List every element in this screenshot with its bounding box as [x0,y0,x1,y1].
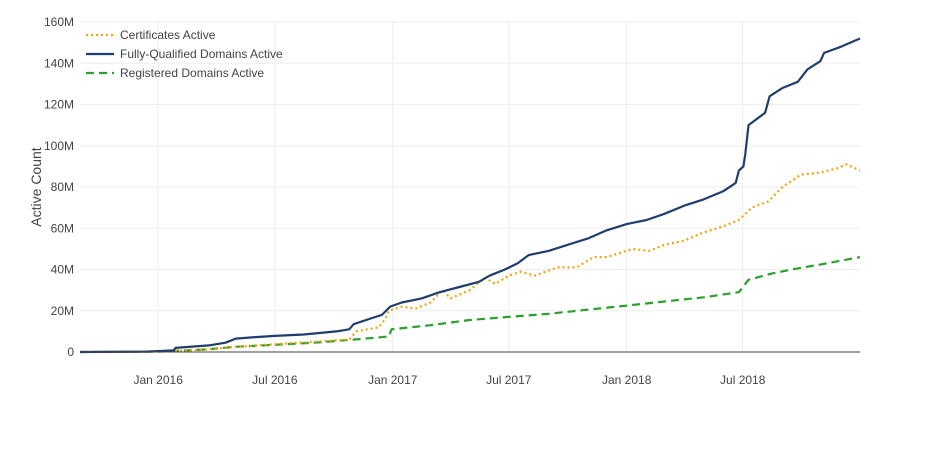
y-tick-label: 20M [51,304,74,318]
y-axis-ticks: 0 20M 40M 60M 80M 100M 120M 140M 160M [44,15,74,359]
legend: Certificates Active Fully-Qualified Domai… [86,28,283,80]
x-tick-label: Jul 2016 [252,373,298,387]
legend-label: Registered Domains Active [120,66,264,80]
x-tick-label: Jan 2016 [133,373,183,387]
y-tick-label: 60M [51,221,74,235]
legend-label: Certificates Active [120,28,216,42]
series-line-1 [79,37,861,354]
x-tick-label: Jan 2018 [602,373,652,387]
legend-label: Fully-Qualified Domains Active [120,47,283,61]
y-tick-label: 80M [51,180,74,194]
y-tick-label: 0 [67,345,74,359]
x-tick-label: Jan 2017 [368,373,418,387]
y-tick-label: 120M [44,98,74,112]
x-tick-label: Jul 2018 [720,373,766,387]
y-tick-label: 40M [51,263,74,277]
y-tick-label: 100M [44,139,74,153]
series-lines [79,37,861,354]
x-axis-ticks: Jan 2016 Jul 2016 Jan 2017 Jul 2017 Jan 2018… [133,373,765,387]
y-tick-label: 140M [44,56,74,70]
series-line-0 [79,163,861,354]
x-tick-label: Jul 2017 [486,373,532,387]
series-line-2 [79,256,861,354]
y-axis-title: Active Count [28,147,44,226]
grid [80,21,860,352]
y-tick-label: 160M [44,15,74,29]
